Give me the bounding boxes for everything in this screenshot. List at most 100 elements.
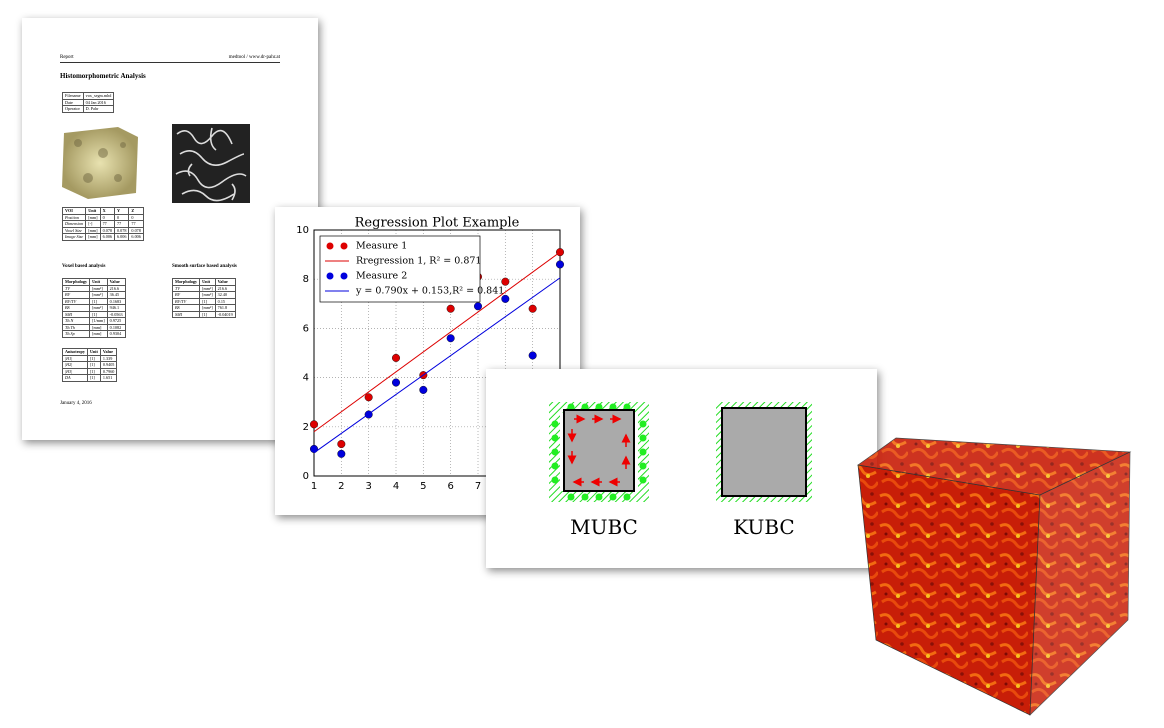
table-row: Dimension [-] 77 77 77 xyxy=(61,220,144,228)
data-point xyxy=(528,351,537,360)
table-row: Voxel Size [mm] 0.078 0.078 0.078 xyxy=(61,226,144,234)
table-row: Tb.N [1/mm] 0.9725 xyxy=(61,317,126,325)
header-cell: Morphology xyxy=(171,278,201,286)
data-point xyxy=(391,378,400,387)
voxel-table: Morphology Unit Value TV [mm³] 216.6 BV [mm³] 36… xyxy=(61,278,126,338)
data-point xyxy=(528,304,537,313)
section-heading: Voxel based analysis xyxy=(62,264,106,269)
section-heading: Smooth surface based analysis xyxy=(172,264,237,269)
report-page: Report medtool / www.dr-pahr.at Histomor… xyxy=(22,18,318,440)
x-tick-label: 4 xyxy=(393,481,399,492)
table-header: Morphology Unit Value xyxy=(171,278,236,286)
data-point xyxy=(501,277,510,286)
y-tick-label: 2 xyxy=(303,422,309,433)
table-cell: [1/mm] xyxy=(89,317,108,325)
data-point xyxy=(556,260,565,269)
table-cell: Filename xyxy=(62,92,84,100)
data-point xyxy=(337,449,346,458)
y-tick-label: 10 xyxy=(296,225,309,236)
data-point xyxy=(310,420,319,429)
table-cell: 1.651 xyxy=(99,374,118,382)
x-tick-label: 2 xyxy=(338,481,344,492)
x-tick-label: 6 xyxy=(447,481,453,492)
y-tick-label: 0 xyxy=(303,471,309,482)
diagram: MUBC KUBC xyxy=(549,402,812,539)
regression-line xyxy=(313,277,561,454)
table-row: |H3| [1] 0.7960 xyxy=(62,367,118,375)
table-row: Tb.Th [mm] 0.1082 xyxy=(61,323,126,331)
header-left: Report xyxy=(60,55,74,60)
table-cell: [mm] xyxy=(85,213,101,221)
voi-table: VOI Unit X Y Z Position [mm] 0 0 0 Dimension [-] 77 7… xyxy=(61,207,144,241)
table-cell: Tb.Sp xyxy=(61,330,91,338)
mubc-figure xyxy=(549,402,649,502)
table-cell: [mm] xyxy=(85,226,101,234)
report-title: Histomorphometric Analysis xyxy=(60,72,146,80)
table-row: |H2| [1] 0.9405 xyxy=(62,361,118,369)
table-row: SMI [1] -0.0563 xyxy=(61,310,126,318)
legend-label: Measure 2 xyxy=(356,271,407,282)
table-row: Operator D. Pahr xyxy=(62,105,115,113)
bone-render xyxy=(62,127,138,199)
table-row: SMI [1] -0.04019 xyxy=(171,310,236,318)
y-tick-label: 6 xyxy=(303,323,309,334)
diagram-label: MUBC xyxy=(570,515,638,539)
table-row: DA [1] 1.651 xyxy=(62,374,118,382)
chart: Regression Plot Example 0246810123456789… xyxy=(296,216,566,493)
data-point xyxy=(419,385,428,394)
legend-marker xyxy=(340,272,348,280)
table-cell: -0.0563 xyxy=(106,310,126,318)
table-row: Image Size [mm] 6.006 6.006 6.006 xyxy=(61,233,144,241)
table-header: Anisotropy Unit Value xyxy=(62,348,118,356)
header-rule xyxy=(60,62,280,63)
bone-volume-render xyxy=(857,437,1132,716)
anisotropy-table: Anisotropy Unit Value |H1| [1] 1.339 |H2| [1] 0.… xyxy=(62,348,118,382)
info-table: Filename vox_segm.mhd Date 04 Jan 2016 Opera… xyxy=(62,92,115,113)
data-point xyxy=(473,302,482,311)
legend-label: Measure 1 xyxy=(356,241,407,252)
table-cell: DA xyxy=(62,374,88,382)
x-tick-label: 1 xyxy=(311,481,317,492)
table-header: Morphology Unit Value xyxy=(61,278,126,286)
y-tick-label: 8 xyxy=(303,274,309,285)
plot-frame xyxy=(313,229,561,477)
legend-marker xyxy=(340,242,348,250)
bone-slice xyxy=(172,124,250,203)
header-cell: Morphology xyxy=(61,278,91,286)
table-row: BV/TV [1] 0.1683 xyxy=(61,297,126,305)
boundary-diagram: MUBC KUBC xyxy=(486,369,877,568)
table-cell: [1] xyxy=(86,374,101,382)
x-tick-label: 3 xyxy=(365,481,371,492)
table-cell: 0.9304 xyxy=(106,330,126,338)
data-point xyxy=(391,353,400,362)
header-cell: Anisotropy xyxy=(62,348,88,356)
data-point xyxy=(446,334,455,343)
chart-title: Regression Plot Example xyxy=(355,216,520,231)
table-row: |H1| [1] 1.339 xyxy=(62,354,118,362)
legend-label: y = 0.790x + 0.153,R² = 0.841 xyxy=(355,286,504,297)
table-cell: [mm] xyxy=(85,233,101,241)
table-row: Date 04 Jan 2016 xyxy=(62,98,115,106)
table-cell: 04 Jan 2016 xyxy=(82,98,115,106)
smooth-table: Morphology Unit Value TV [mm³] 216.6 BV [mm³] 32… xyxy=(171,278,236,318)
table-cell: Image Size xyxy=(61,233,87,241)
footer-left: January 4, 2016 xyxy=(60,401,92,406)
regression-line xyxy=(313,251,561,433)
table-cell: 6.006 xyxy=(128,233,144,241)
table-cell: SMI xyxy=(171,310,201,318)
header-right: medtool / www.dr-pahr.at xyxy=(228,55,280,60)
table-cell: [mm³] xyxy=(199,284,216,292)
data-point xyxy=(501,294,510,303)
table-row: Position [mm] 0 0 0 xyxy=(61,213,144,221)
table-row: Filename vox_segm.mhd xyxy=(62,92,115,100)
data-point xyxy=(364,393,373,402)
x-tick-label: 7 xyxy=(475,481,481,492)
table-row: Tb.Sp [mm] 0.9304 xyxy=(61,330,126,338)
data-point xyxy=(310,444,319,453)
table-row: BV/TV [1] 0.15 xyxy=(171,297,236,305)
x-tick-label: 5 xyxy=(420,481,426,492)
diagram-label: KUBC xyxy=(733,515,794,539)
table-cell: D. Pahr xyxy=(82,105,115,113)
table-cell: 6.006 xyxy=(99,233,116,241)
